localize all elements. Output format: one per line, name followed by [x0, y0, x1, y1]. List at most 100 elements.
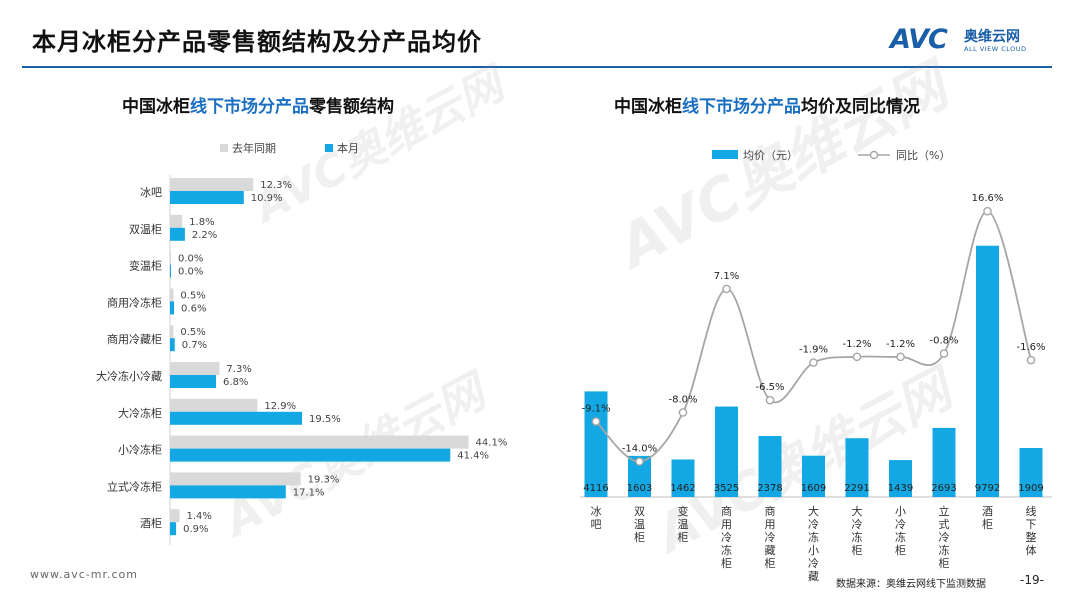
bar-avg-price	[584, 391, 608, 497]
data-label-yoy: 16.6%	[972, 193, 1004, 204]
bar-last-year	[170, 325, 174, 339]
yoy-point	[809, 358, 818, 367]
bar-current	[170, 411, 303, 425]
data-label-yoy: -9.1%	[581, 403, 610, 414]
bar-last-year	[170, 435, 469, 449]
data-label-last-year: 0.5%	[180, 290, 205, 301]
page-number: -19-	[1020, 573, 1044, 587]
category-label: 小冷冻柜	[118, 443, 162, 457]
data-label-current: 2.2%	[192, 230, 217, 241]
bar-current	[170, 485, 286, 499]
category-label: 商用冷藏柜	[107, 332, 162, 346]
category-label: 小冷冻柜	[895, 505, 906, 557]
category-label: 酒柜	[982, 505, 993, 531]
category-label: 大冷冻柜	[852, 504, 863, 557]
data-label-current: 17.1%	[293, 487, 325, 498]
legend-label-last-year: 去年同期	[232, 141, 276, 155]
data-label-last-year: 12.3%	[260, 180, 292, 191]
data-label-yoy: -1.2%	[886, 339, 915, 350]
category-label: 酒柜	[140, 517, 162, 530]
logo-chinese-name: 奥维云网	[964, 29, 1020, 45]
logo-mark: AVC	[890, 24, 948, 55]
category-label: 冰吧	[591, 505, 602, 531]
data-label-price: 3525	[714, 483, 739, 494]
data-label-last-year: 44.1%	[476, 438, 508, 449]
data-label-price: 1609	[801, 483, 826, 494]
yoy-point	[852, 352, 862, 362]
legend-marker-yoy	[869, 150, 879, 160]
bar-current	[170, 264, 171, 278]
yoy-point	[722, 284, 731, 294]
bar-last-year	[170, 362, 220, 375]
bar-current	[170, 227, 185, 241]
bar-avg-price	[671, 459, 695, 497]
data-label-current: 0.0%	[178, 267, 203, 278]
yoy-point	[939, 349, 949, 358]
data-label-yoy: -1.6%	[1016, 342, 1045, 353]
page-title: 本月冰柜分产品零售额结构及分产品均价	[32, 28, 482, 56]
category-label: 线下整体	[1026, 504, 1037, 557]
bar-current	[170, 301, 175, 315]
data-label-current: 0.7%	[182, 340, 207, 351]
category-label: 商用冷藏柜	[765, 504, 776, 570]
data-label-yoy: -1.9%	[799, 345, 828, 356]
bar-avg-price	[802, 455, 825, 497]
data-label-yoy: -0.8%	[929, 336, 958, 347]
data-label-last-year: 0.5%	[180, 327, 205, 338]
legend-swatch-price	[712, 150, 738, 159]
category-label: 商用冷冻柜	[721, 504, 732, 570]
category-label: 双温柜	[129, 223, 162, 236]
data-label-price: 1909	[1018, 483, 1043, 494]
data-label-price: 1462	[670, 483, 695, 494]
data-label-last-year: 7.3%	[226, 364, 251, 375]
bar-current	[170, 375, 217, 388]
data-label-current: 19.5%	[309, 414, 341, 425]
data-label-current: 0.6%	[181, 303, 206, 314]
bar-avg-price	[976, 245, 999, 497]
yoy-line	[595, 210, 1032, 463]
bar-last-year	[170, 214, 183, 228]
yoy-point	[896, 352, 905, 362]
yoy-point	[1026, 355, 1036, 365]
legend-label-current: 本月	[337, 141, 359, 155]
data-label-last-year: 1.4%	[186, 511, 211, 522]
data-label-yoy: -8.0%	[668, 394, 697, 405]
bar-last-year	[170, 509, 180, 523]
bar-current	[170, 191, 244, 204]
data-source: 数据来源：奥维云网线下监测数据	[836, 579, 986, 590]
bar-last-year	[170, 178, 254, 191]
avc-logo: AVC 奥维云网 ALL VIEW CLOUD	[890, 24, 1060, 58]
bar-avg-price	[628, 455, 651, 497]
data-label-last-year: 12.9%	[264, 401, 296, 412]
data-label-yoy: -6.5%	[755, 382, 784, 393]
yoy-point	[983, 206, 992, 216]
legend-label-price: 均价（元）	[743, 149, 798, 162]
bar-avg-price	[758, 435, 782, 497]
data-label-price: 2378	[757, 483, 782, 494]
data-label-price: 1439	[888, 483, 913, 494]
data-label-price: 2291	[844, 483, 869, 494]
bar-current	[170, 522, 177, 536]
title-divider	[22, 66, 1052, 68]
bar-last-year	[170, 398, 258, 412]
data-label-last-year: 1.8%	[189, 217, 214, 228]
data-label-price: 2693	[931, 483, 956, 494]
category-label: 变温柜	[678, 504, 689, 544]
bar-last-year	[170, 472, 301, 486]
category-label: 立式冷冻柜	[939, 504, 950, 570]
data-label-last-year: 19.3%	[308, 474, 340, 485]
data-label-current: 10.9%	[251, 193, 283, 204]
data-label-yoy: -14.0%	[622, 444, 657, 455]
data-label-price: 4116	[583, 483, 608, 494]
yoy-point	[635, 457, 644, 466]
data-label-yoy: -1.2%	[842, 339, 871, 350]
bar-avg-price	[845, 438, 869, 497]
bar-last-year	[170, 251, 171, 265]
data-label-yoy: 7.1%	[714, 271, 739, 282]
data-label-price: 1603	[627, 483, 652, 494]
bar-current	[170, 338, 175, 352]
category-label: 双温柜	[634, 505, 645, 544]
bar-current	[170, 448, 451, 462]
yoy-point	[591, 417, 601, 426]
legend-swatch-last-year	[220, 144, 228, 152]
